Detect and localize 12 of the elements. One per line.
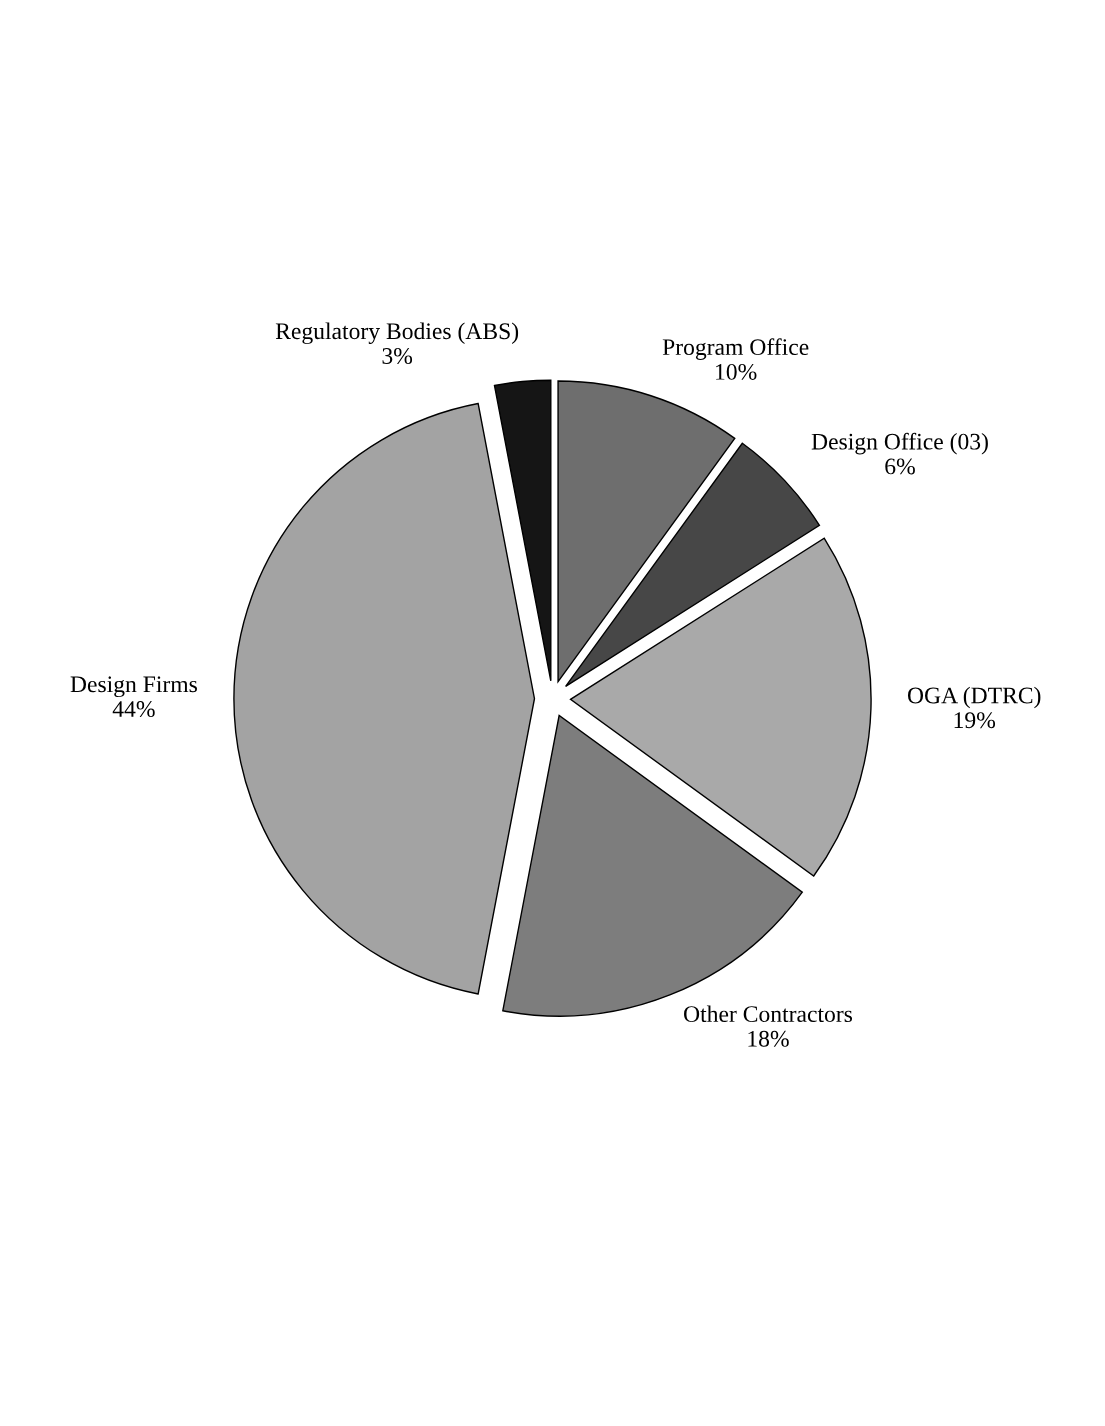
slice-label: Design Firms [70,676,197,698]
data-label: 19% [954,712,996,729]
slice-label: Regulatory Bodies (ABS) [275,322,519,345]
slice-label: OGA (DTRC) [907,686,1041,709]
data-label: 10% [716,363,757,380]
data-label: 18% [748,1030,789,1047]
slice-label: Design Office (03) [811,432,988,455]
data-label: 6% [885,458,915,475]
data-label: 3% [382,348,413,365]
slice-label: Program Office [662,338,809,360]
slice-label: Other Contractors [684,1005,853,1023]
data-label: 44% [112,701,155,718]
